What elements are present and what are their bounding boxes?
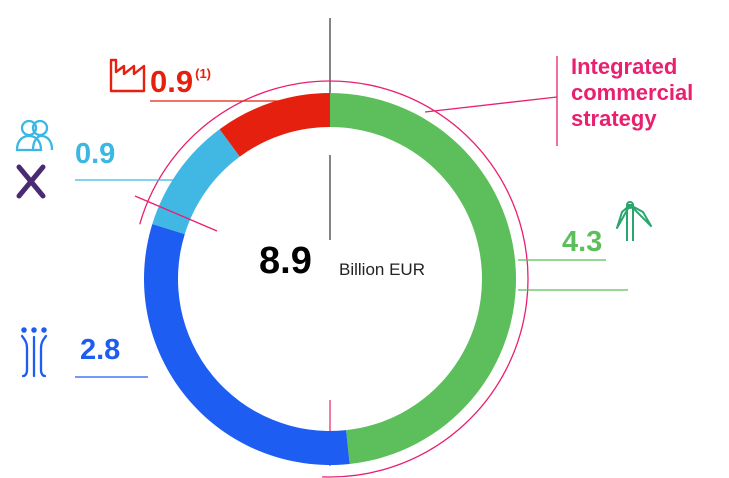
strategy-line-3: strategy	[571, 106, 657, 131]
people-value: 0.9	[75, 138, 116, 170]
total-unit: Billion EUR	[339, 260, 425, 279]
strategy-line-2: commercial	[571, 80, 694, 105]
strategy-bracket-connector	[424, 96, 558, 113]
cross-icon	[16, 164, 46, 199]
strategy-bracket-arc	[139, 80, 529, 478]
industry-value-number: 0.9	[150, 64, 194, 99]
industry-value: 0.9 (1)	[150, 64, 211, 100]
donut-slices	[144, 93, 516, 465]
wind-turbine-icon	[616, 201, 652, 241]
slice-water	[144, 224, 350, 465]
water-value: 2.8	[80, 334, 121, 366]
industry-footnote: (1)	[195, 66, 211, 81]
factory-icon	[109, 58, 146, 93]
people-icon	[15, 119, 54, 152]
slice-wind	[330, 93, 516, 464]
total-value: 8.9	[259, 240, 312, 282]
water-tower-icon	[20, 327, 48, 378]
strategy-annotation: Integrated commercial strategy	[571, 54, 693, 132]
strategy-bracket-tick-top	[134, 195, 218, 232]
strategy-line-1: Integrated	[571, 54, 678, 79]
slice-people	[152, 129, 240, 235]
slice-industry	[219, 93, 330, 157]
wind-value: 4.3	[562, 226, 603, 258]
